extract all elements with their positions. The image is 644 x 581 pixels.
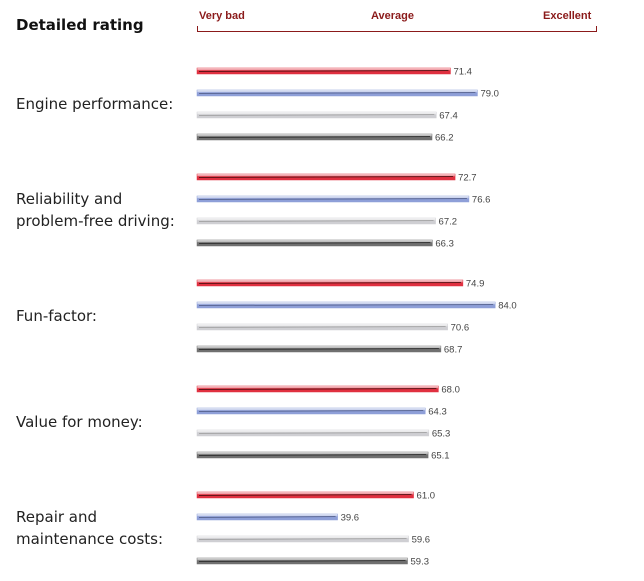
bar-streak-2-series-1	[198, 176, 454, 178]
category-label-4: Value for money:	[16, 411, 143, 433]
scale-label-excellent: Excellent	[543, 10, 592, 22]
category-label-5-line-2: maintenance costs:	[16, 530, 164, 548]
value-label-3-series-1: 74.9	[466, 279, 485, 290]
category-label-3: Fun-factor:	[16, 305, 97, 327]
bar-streak-1-series-3	[198, 114, 435, 116]
value-label-1-series-4: 66.2	[435, 133, 454, 144]
category-label-5: Repair and maintenance costs:	[16, 506, 163, 550]
rating-scale-bracket	[197, 26, 597, 32]
value-label-1-series-1: 71.4	[453, 67, 472, 78]
bar-streak-3-series-3	[198, 326, 446, 328]
value-label-5-series-4: 59.3	[411, 557, 430, 568]
scale-label-very-bad: Very bad	[199, 10, 245, 22]
value-label-3-series-3: 70.6	[451, 323, 470, 334]
value-label-4-series-1: 68.0	[441, 385, 460, 396]
value-label-3-series-2: 84.0	[498, 301, 517, 312]
bar-streak-4-series-3	[198, 432, 427, 434]
category-label-1: Engine performance:	[16, 93, 173, 115]
bar-streak-3-series-2	[198, 304, 494, 306]
chart-title: Detailed rating	[16, 16, 144, 34]
bar-streak-2-series-4	[198, 242, 431, 244]
scale-label-average: Average	[371, 10, 415, 22]
value-label-5-series-3: 59.6	[412, 535, 431, 546]
value-label-4-series-4: 65.1	[431, 451, 450, 462]
bar-streak-4-series-4	[198, 454, 427, 456]
bar-streak-5-series-3	[198, 538, 407, 540]
bar-streak-5-series-4	[198, 560, 406, 562]
category-label-2: Reliability and problem-free driving:	[16, 188, 175, 232]
category-label-5-line-1: Repair and	[16, 508, 98, 526]
bar-streak-3-series-1	[198, 282, 461, 284]
bar-streak-4-series-1	[198, 388, 437, 390]
value-label-2-series-4: 66.3	[435, 239, 454, 250]
bar-streak-2-series-3	[198, 220, 434, 222]
value-label-3-series-4: 68.7	[444, 345, 463, 356]
bar-streak-2-series-2	[198, 198, 467, 200]
value-label-1-series-3: 67.4	[439, 111, 458, 122]
value-label-2-series-1: 72.7	[458, 173, 477, 184]
value-label-4-series-2: 64.3	[428, 407, 447, 418]
category-label-2-line-2: problem-free driving:	[16, 212, 175, 230]
value-label-4-series-3: 65.3	[432, 429, 451, 440]
category-label-3-line-1: Fun-factor:	[16, 307, 97, 325]
value-label-2-series-3: 67.2	[439, 217, 458, 228]
category-label-2-line-1: Reliability and	[16, 190, 123, 208]
bar-streak-1-series-2	[198, 92, 476, 94]
value-label-1-series-2: 79.0	[480, 89, 499, 100]
value-label-2-series-2: 76.6	[472, 195, 491, 206]
bar-streak-5-series-2	[198, 516, 336, 518]
category-label-1-line-1: Engine performance:	[16, 95, 174, 113]
bar-streak-3-series-4	[198, 348, 439, 350]
category-label-4-line-1: Value for money:	[16, 413, 143, 431]
value-label-5-series-2: 39.6	[341, 513, 360, 524]
bar-streak-4-series-2	[198, 410, 424, 412]
bar-streak-5-series-1	[198, 494, 412, 496]
value-label-5-series-1: 61.0	[417, 491, 436, 502]
bar-streak-1-series-4	[198, 136, 431, 138]
bar-streak-1-series-1	[198, 70, 449, 72]
